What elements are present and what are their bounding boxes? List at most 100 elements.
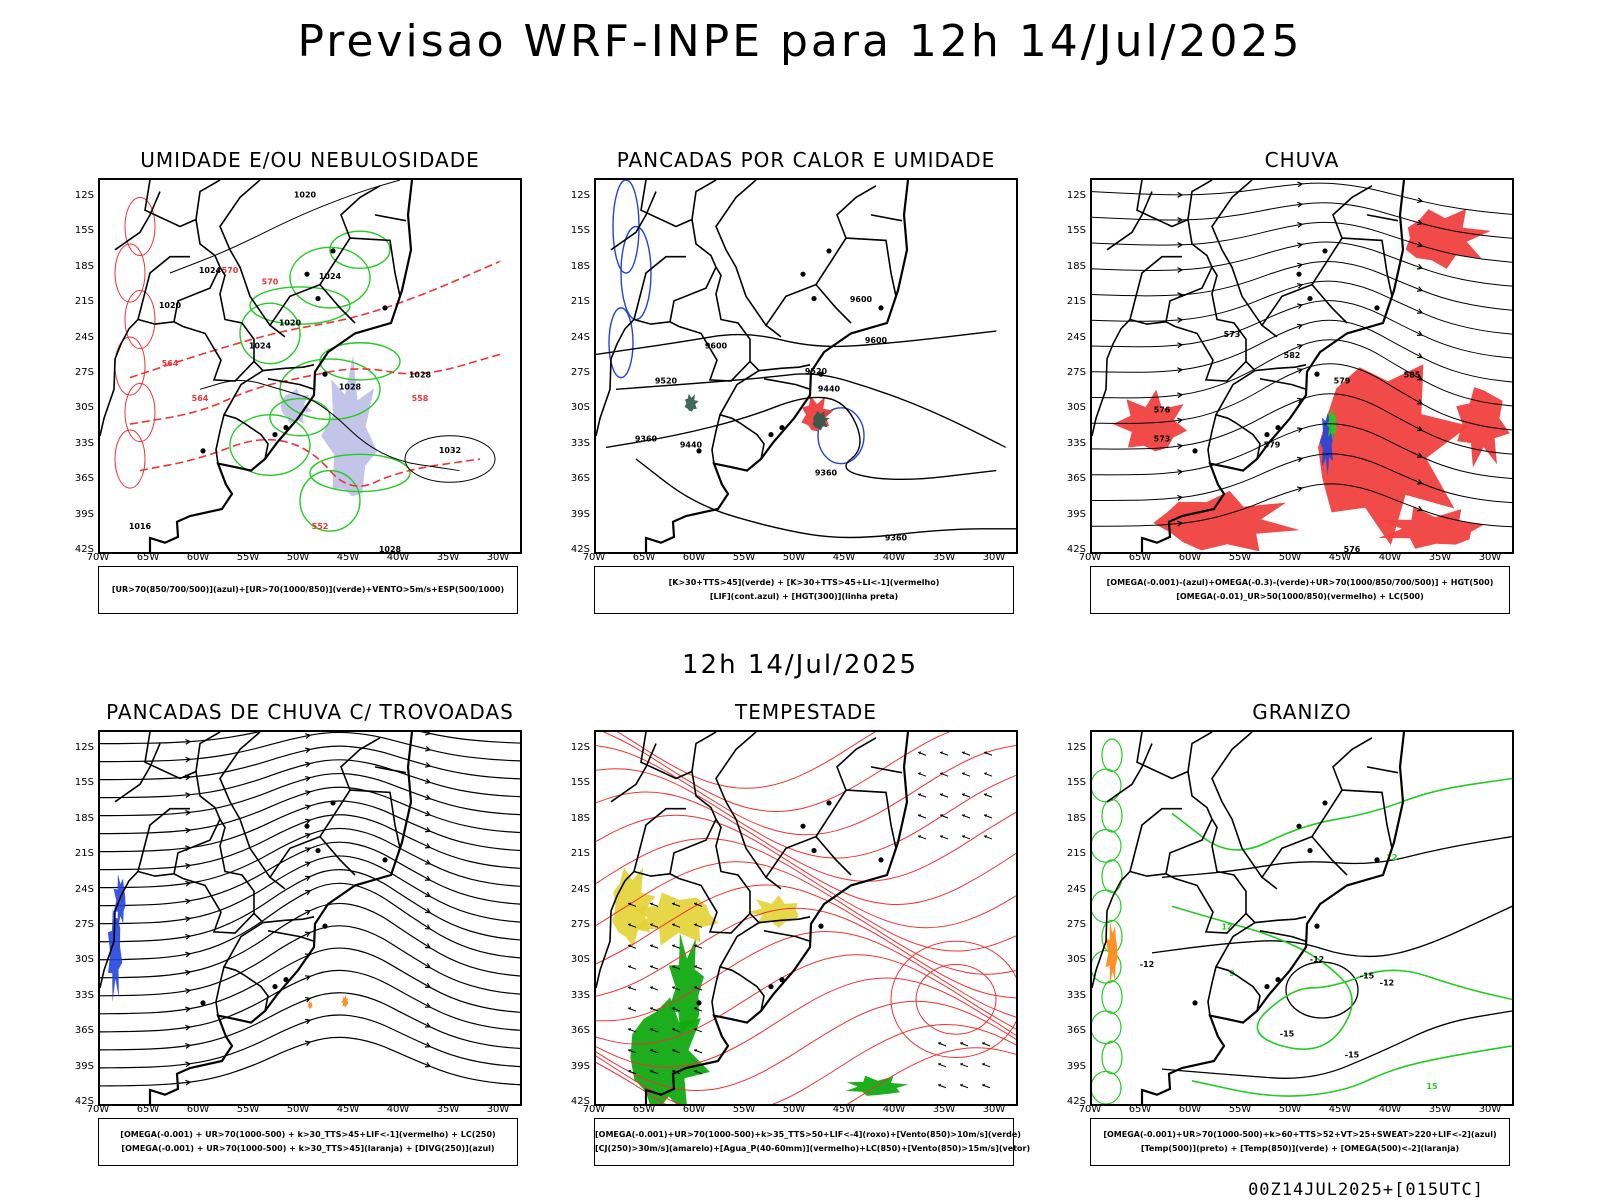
streamline-arrow	[1177, 267, 1184, 273]
lat-tick-label: 30S	[1066, 402, 1086, 414]
lon-tick-label: 40W	[1378, 1104, 1402, 1115]
lon-tick-label: 50W	[782, 552, 806, 563]
lat-tick-label: 12S	[570, 742, 590, 753]
streamline	[100, 1036, 520, 1087]
lon-tick-label: 55W	[1228, 1104, 1252, 1115]
border-line	[596, 870, 671, 988]
wind-vector-head	[694, 923, 697, 927]
lon-tick-label: 35W	[932, 1104, 956, 1115]
lon-tick-label: 50W	[286, 552, 310, 563]
streamline-arrow	[1177, 443, 1184, 450]
lat-tick-label: 33S	[74, 989, 94, 1001]
lon-tick-label: 50W	[1278, 552, 1302, 563]
convection-area-green	[812, 410, 830, 431]
border-line	[1366, 214, 1399, 222]
wind-vector-head	[918, 793, 921, 797]
temp500-contour	[1161, 835, 1512, 878]
lat-tick-label: 18S	[570, 260, 590, 272]
humidity-contour-green	[299, 469, 361, 532]
border-line	[691, 732, 765, 1012]
lat-tick-label: 21S	[74, 296, 94, 308]
streamline-arrow	[1416, 352, 1424, 359]
temp850-contour	[1191, 1045, 1512, 1097]
lat-tick-label: 36S	[1066, 473, 1086, 485]
wind-vector-head	[672, 1027, 675, 1031]
border-line	[870, 766, 903, 774]
lat-tick-label: 42S	[570, 1096, 590, 1107]
contour-label: 558	[412, 394, 429, 403]
streamline-arrow	[304, 890, 312, 896]
border-line	[711, 414, 721, 464]
border-line	[100, 318, 175, 436]
jet-area-yellow	[612, 867, 656, 947]
border-line	[195, 732, 269, 1012]
border-line	[195, 180, 269, 460]
contour-label: 1028	[409, 371, 432, 380]
streamline-arrow	[1416, 219, 1424, 226]
lon-tick-label: 70W	[1078, 1104, 1102, 1115]
lat-tick-label: 36S	[570, 473, 590, 485]
map-svg: 585 582 579 576 573 579 576 573	[1092, 180, 1512, 552]
border-line	[633, 255, 686, 320]
contour-label: 1020	[279, 318, 302, 327]
streamline-arrow	[185, 1024, 192, 1031]
streamline	[616, 732, 876, 789]
isobar-high	[404, 435, 496, 483]
temp850-contour	[1101, 859, 1123, 894]
streamline	[100, 745, 520, 781]
border-line	[640, 732, 693, 780]
wind-vector-head	[940, 834, 943, 838]
lon-tick-label: 40W	[1378, 552, 1402, 563]
streamline	[1092, 453, 1512, 504]
panel-pancadas-de-chuva-c-trovoadas: PANCADAS DE CHUVA C/ TROVOADAS 12S 15S 18S 2…	[75, 700, 598, 1200]
rain-area	[1112, 389, 1188, 452]
lon-tick-label: 45W	[336, 1104, 360, 1115]
streamline	[596, 977, 1016, 1068]
border-line	[1341, 789, 1393, 849]
panel-chuva: CHUVA 585 582 579 576 573 579 576 573 12S 15S 18S 21…	[1067, 148, 1590, 648]
panel-title: CHUVA	[1264, 148, 1340, 172]
wind-vector-head	[650, 1027, 653, 1031]
streamline-arrow	[1177, 191, 1184, 198]
panel-tempestade: TEMPESTADE 12S 15S 18S 21S 24S 27S 30S 33S 36S 39S…	[571, 700, 1094, 1200]
lake	[1275, 977, 1281, 983]
streamline	[100, 772, 520, 817]
map-svg: 9600 9600 9600 9520 9520 9440 9440 9360 9360 9360	[596, 180, 1016, 552]
streamline-arrow	[304, 847, 312, 853]
border-line	[1259, 378, 1307, 391]
lon-tick-label: 60W	[1178, 552, 1202, 563]
temp850-contour	[1101, 738, 1123, 773]
lon-tick-label: 30W	[982, 552, 1006, 563]
lat-tick-label: 21S	[1066, 296, 1086, 308]
border-line	[1106, 191, 1153, 251]
streamline-arrow	[1177, 317, 1184, 323]
lat-tick-label: 12S	[570, 190, 590, 201]
lon-tick-label: 35W	[436, 1104, 460, 1115]
lake	[768, 983, 774, 990]
streamline	[1092, 339, 1512, 407]
streamline-arrow	[424, 908, 432, 914]
streamline	[100, 732, 520, 763]
height-line	[615, 373, 1007, 449]
lake	[283, 977, 289, 983]
contour-label: 1032	[439, 446, 461, 455]
lake	[800, 271, 806, 277]
lake	[382, 857, 388, 863]
streamline-arrow	[424, 762, 432, 768]
border-line	[219, 732, 271, 878]
streamline-arrow	[424, 843, 432, 849]
wind-vector-head	[628, 965, 631, 969]
wind-vector-head	[960, 1041, 963, 1045]
wind-vector-head	[918, 814, 921, 818]
lake	[1192, 448, 1198, 454]
border-line	[1311, 284, 1348, 324]
streamline	[100, 925, 520, 997]
lon-tick-label: 50W	[1278, 1104, 1302, 1115]
streamline	[915, 964, 997, 1035]
wind-vector-head	[694, 902, 697, 906]
height-label: 9440	[680, 440, 703, 449]
wind-vector-head	[694, 965, 697, 969]
streamline-arrow	[1297, 201, 1304, 208]
lat-tick-label: 39S	[570, 508, 590, 520]
